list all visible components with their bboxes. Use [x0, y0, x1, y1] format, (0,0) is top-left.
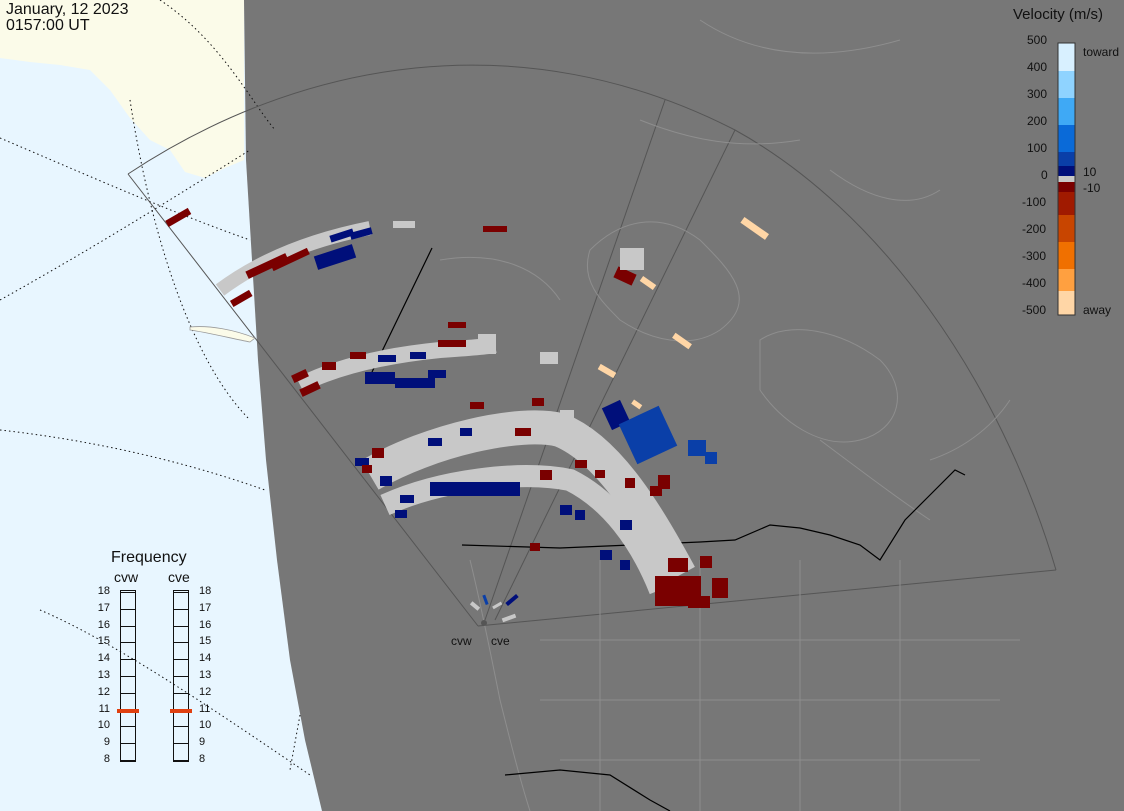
- colorbar-tick: -100: [1022, 195, 1047, 209]
- velocity-colorbar: [1057, 42, 1076, 316]
- radar-label-cvw: cvw: [451, 634, 472, 648]
- frequency-tick: 15: [199, 635, 212, 648]
- frequency-gridline: [120, 625, 136, 627]
- frequency-tick: 18: [97, 585, 110, 597]
- frequency-gridline: [173, 692, 189, 694]
- land-boundaries: [439, 19, 1020, 811]
- frequency-gridline: [173, 726, 189, 728]
- frequency-title: Frequency: [111, 549, 187, 566]
- header-date: January, 12 2023: [6, 1, 129, 18]
- frequency-tick: 14: [199, 652, 212, 665]
- frequency-tick: 13: [199, 669, 212, 681]
- frequency-gridline: [120, 676, 136, 677]
- colorbar-tick: 0: [1041, 168, 1048, 182]
- frequency-tick: 16: [199, 618, 212, 631]
- colorbar-label-toward: toward: [1083, 45, 1120, 59]
- colorbar-tick: -200: [1022, 222, 1047, 236]
- frequency-tick: 11: [98, 702, 110, 715]
- frequency-gridline: [173, 659, 189, 661]
- frequency-tick: 11: [199, 702, 211, 715]
- frequency-tick: 16: [97, 618, 110, 631]
- frequency-tick: 17: [97, 601, 110, 614]
- land-alaska-sunlit: [0, 0, 244, 178]
- scatter-band-far: [165, 207, 507, 307]
- frequency-tick: 10: [199, 719, 212, 732]
- frequency-gridline: [120, 592, 136, 593]
- frequency-label-cvw: cvw: [114, 569, 139, 585]
- frequency-label-cve: cve: [168, 569, 190, 585]
- frequency-gridline: [173, 608, 189, 610]
- frequency-gridline: [120, 659, 136, 661]
- scatter-band-middle: [291, 322, 558, 397]
- colorbar-tick: -300: [1022, 249, 1047, 263]
- header-time: 0157:00 UT: [6, 17, 90, 34]
- colorbar-tick: -500: [1022, 303, 1047, 317]
- frequency-gridline: [120, 692, 136, 694]
- colorbar-tick: 100: [1027, 141, 1048, 155]
- frequency-gridline: [173, 642, 189, 644]
- graticule: [0, 0, 311, 776]
- scatter-right: [597, 216, 770, 608]
- frequency-marker-cve: [170, 709, 192, 714]
- frequency-tick: 12: [97, 685, 110, 698]
- frequency-tick: 12: [199, 685, 212, 698]
- scatter-band-near: [355, 398, 695, 595]
- near-radar-echoes: [469, 593, 519, 623]
- colorbar-label-away: away: [1083, 303, 1112, 317]
- us-mexico-border: [504, 769, 671, 811]
- colorbar-tick: -400: [1022, 276, 1047, 290]
- frequency-marker-cvw: [117, 709, 139, 714]
- us-canada-border: [461, 469, 966, 561]
- colorbar-label-pos: 10: [1083, 165, 1097, 179]
- frequency-tick: 9: [199, 736, 206, 749]
- aleutian-island: [189, 326, 256, 343]
- frequency-tick: 8: [103, 753, 110, 765]
- frequency-tick: 10: [97, 719, 110, 732]
- frequency-tick: 17: [199, 601, 212, 614]
- colorbar-title: Velocity (m/s): [1013, 6, 1104, 23]
- colorbar-label-neg: -10: [1083, 181, 1101, 195]
- frequency-tick: 9: [103, 736, 110, 749]
- colorbar-tick: 300: [1027, 87, 1048, 101]
- frequency-gridline: [120, 743, 136, 745]
- colorbar-tick: 500: [1027, 33, 1048, 47]
- colorbar-tick: 400: [1027, 60, 1048, 74]
- night-shade: [244, 0, 1124, 811]
- frequency-tick: 8: [199, 753, 206, 765]
- radar-site-marker: [481, 620, 487, 626]
- frequency-gridline: [173, 676, 189, 677]
- frequency-tick: 15: [97, 635, 110, 648]
- frequency-gridline: [173, 592, 189, 593]
- frequency-gridline: [173, 625, 189, 627]
- frequency-tick: 18: [199, 585, 212, 597]
- frequency-gridline: [120, 760, 136, 761]
- frequency-gridline: [120, 642, 136, 644]
- frequency-gridline: [120, 608, 136, 610]
- colorbar-tick: 200: [1027, 114, 1048, 128]
- frequency-gridline: [173, 743, 189, 745]
- frequency-gridline: [120, 726, 136, 728]
- frequency-gridline: [173, 760, 189, 761]
- frequency-tick: 14: [97, 652, 110, 665]
- frequency-tick: 13: [97, 669, 110, 681]
- radar-label-cve: cve: [491, 634, 510, 648]
